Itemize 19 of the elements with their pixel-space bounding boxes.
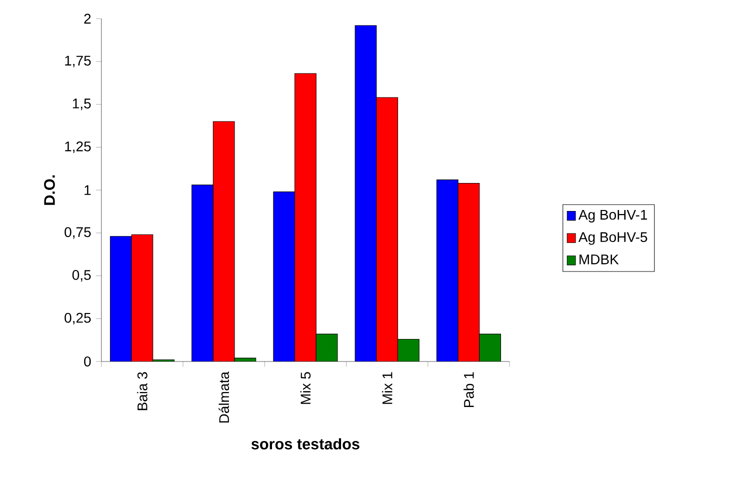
y-tick-label: 1 <box>84 185 91 195</box>
x-tick-label: Dálmata <box>218 371 230 422</box>
y-tick-label: 0,5 <box>72 270 91 282</box>
y-tick-label: 0,75 <box>64 227 91 239</box>
x-tick-label: Mix 1 <box>382 372 392 404</box>
y-tick-label: 2 <box>84 14 91 24</box>
y-axis-title: D.O. <box>44 175 55 205</box>
x-tick-label: Mix 5 <box>300 372 311 404</box>
y-tick-label: 1,25 <box>65 141 91 153</box>
legend-label: Ag BoHV-1 <box>578 210 648 222</box>
x-tick-label: Pab 1 <box>464 372 474 407</box>
x-axis-title: soros testados <box>251 438 360 450</box>
y-tick-label: 0,25 <box>64 312 91 324</box>
legend-label: MDBK <box>580 254 619 264</box>
legend-label: Ag BoHV-5 <box>578 232 648 245</box>
y-tick-label: 1,5 <box>72 98 91 110</box>
y-tick-label: 1,75 <box>65 56 91 68</box>
y-tick-label: 0 <box>84 356 91 366</box>
x-tick-label: Baia 3 <box>137 372 148 410</box>
